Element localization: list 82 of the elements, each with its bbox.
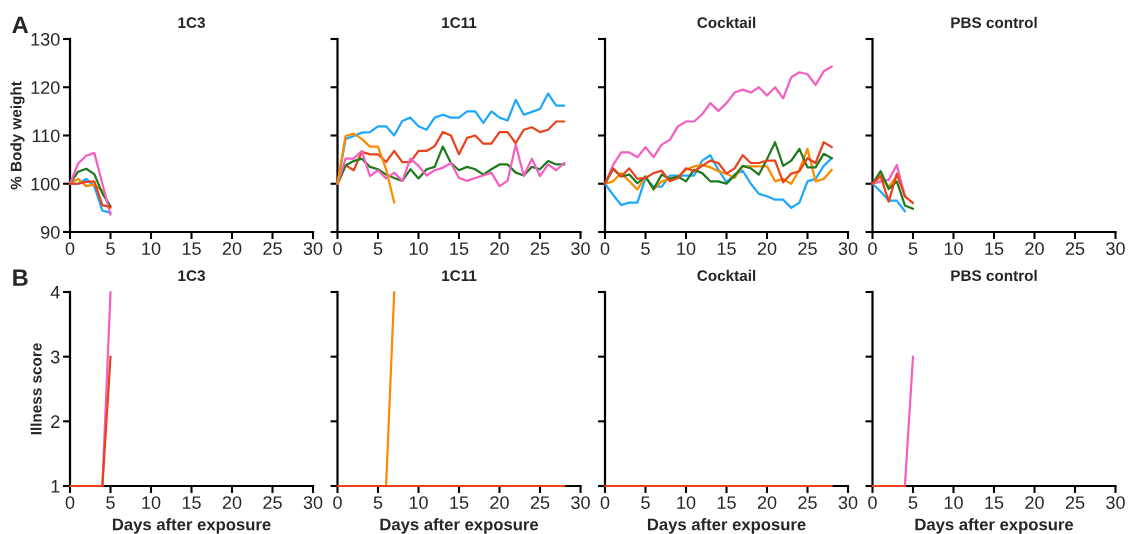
x-axis-title: Days after exposure — [380, 518, 539, 534]
x-tick-label: 20 — [490, 496, 509, 509]
x-tick-label: 25 — [798, 242, 817, 255]
y-tick-label: 130 — [31, 32, 60, 46]
x-tick-label: 0 — [600, 496, 610, 509]
text: A — [12, 16, 29, 33]
x-tick-label: 25 — [530, 496, 550, 509]
y-tick-label: 1 — [51, 480, 60, 493]
x-axis-title: Days after exposure — [112, 518, 271, 534]
x-tick-label: 25 — [798, 496, 817, 509]
x-tick-label: 5 — [908, 496, 918, 509]
x-tick-label: 15 — [450, 496, 469, 509]
x-tick-label: 20 — [222, 496, 242, 509]
x-tick-label: 10 — [944, 496, 963, 509]
x-tick-label: 25 — [263, 242, 282, 255]
x-tick-label: 30 — [571, 496, 590, 509]
x-tick-label: 20 — [1025, 242, 1044, 255]
x-tick-label: 5 — [908, 242, 918, 255]
chart-title: PBS control — [951, 269, 1037, 282]
x-tick-label: 0 — [868, 242, 877, 255]
x-tick-label: 10 — [944, 242, 963, 255]
x-tick-label: 10 — [409, 242, 428, 255]
x-tick-label: 5 — [373, 496, 383, 509]
x-axis-title: Days after exposure — [915, 518, 1074, 534]
x-tick-label: 5 — [106, 242, 115, 255]
x-tick-label: 0 — [65, 242, 75, 255]
x-axis-title: Days after exposure — [647, 518, 806, 534]
chart-title: 1C3 — [178, 17, 205, 29]
x-tick-label: 15 — [182, 496, 201, 509]
x-tick-label: 0 — [333, 242, 342, 255]
y-tick-label: 4 — [50, 286, 60, 299]
x-tick-label: 25 — [1065, 496, 1085, 509]
x-tick-label: 5 — [373, 242, 383, 255]
x-tick-label: 25 — [263, 496, 282, 509]
x-tick-label: 10 — [409, 496, 428, 509]
x-tick-label: 30 — [838, 242, 858, 255]
x-tick-label: 0 — [65, 496, 75, 509]
x-tick-label: 20 — [1025, 496, 1044, 509]
chart-title: 1C11 — [442, 17, 477, 29]
x-tick-label: 0 — [600, 242, 610, 255]
x-tick-label: 10 — [677, 496, 696, 509]
chart-title: PBS control — [951, 16, 1037, 29]
x-tick-label: 15 — [985, 242, 1004, 255]
chart-title: 1C3 — [178, 270, 205, 282]
x-tick-label: 30 — [1106, 496, 1125, 509]
y-axis-title: Illness score — [30, 343, 42, 435]
x-tick-label: 30 — [1106, 242, 1125, 255]
x-tick-label: 20 — [757, 242, 777, 255]
x-tick-label: 15 — [985, 496, 1004, 509]
x-tick-label: 10 — [142, 242, 161, 255]
x-tick-label: 25 — [530, 242, 550, 255]
x-tick-label: 25 — [1065, 242, 1085, 255]
y-tick-label: 100 — [31, 177, 60, 191]
chart-title: Cocktail — [697, 16, 756, 29]
y-tick-label: 3 — [50, 350, 60, 364]
chart-title: 1C11 — [442, 270, 477, 282]
chart-title: Cocktail — [697, 269, 756, 282]
x-tick-label: 15 — [717, 242, 736, 255]
line-series — [68, 151, 112, 216]
x-tick-label: 15 — [717, 496, 736, 509]
x-tick-label: 10 — [677, 242, 696, 255]
x-tick-label: 30 — [303, 242, 323, 255]
y-tick-label: 120 — [31, 81, 60, 94]
x-tick-label: 20 — [222, 242, 242, 255]
x-tick-label: 10 — [142, 496, 161, 509]
x-tick-label: 20 — [757, 496, 777, 509]
x-tick-label: 30 — [571, 242, 590, 255]
x-tick-label: 15 — [182, 242, 201, 255]
x-tick-label: 30 — [303, 496, 323, 509]
text: B — [13, 269, 28, 286]
x-tick-label: 20 — [490, 242, 509, 255]
x-tick-label: 0 — [333, 496, 342, 509]
x-tick-label: 30 — [838, 496, 858, 509]
x-tick-label: 5 — [641, 496, 650, 509]
y-axis-title: % Body weight — [10, 81, 25, 190]
y-tick-label: 2 — [51, 415, 60, 428]
y-tick-label: 110 — [32, 129, 60, 143]
x-tick-label: 15 — [450, 242, 469, 255]
x-tick-label: 0 — [868, 496, 877, 509]
x-tick-label: 5 — [641, 242, 650, 255]
y-tick-label: 90 — [41, 225, 60, 239]
x-tick-label: 5 — [106, 496, 115, 509]
